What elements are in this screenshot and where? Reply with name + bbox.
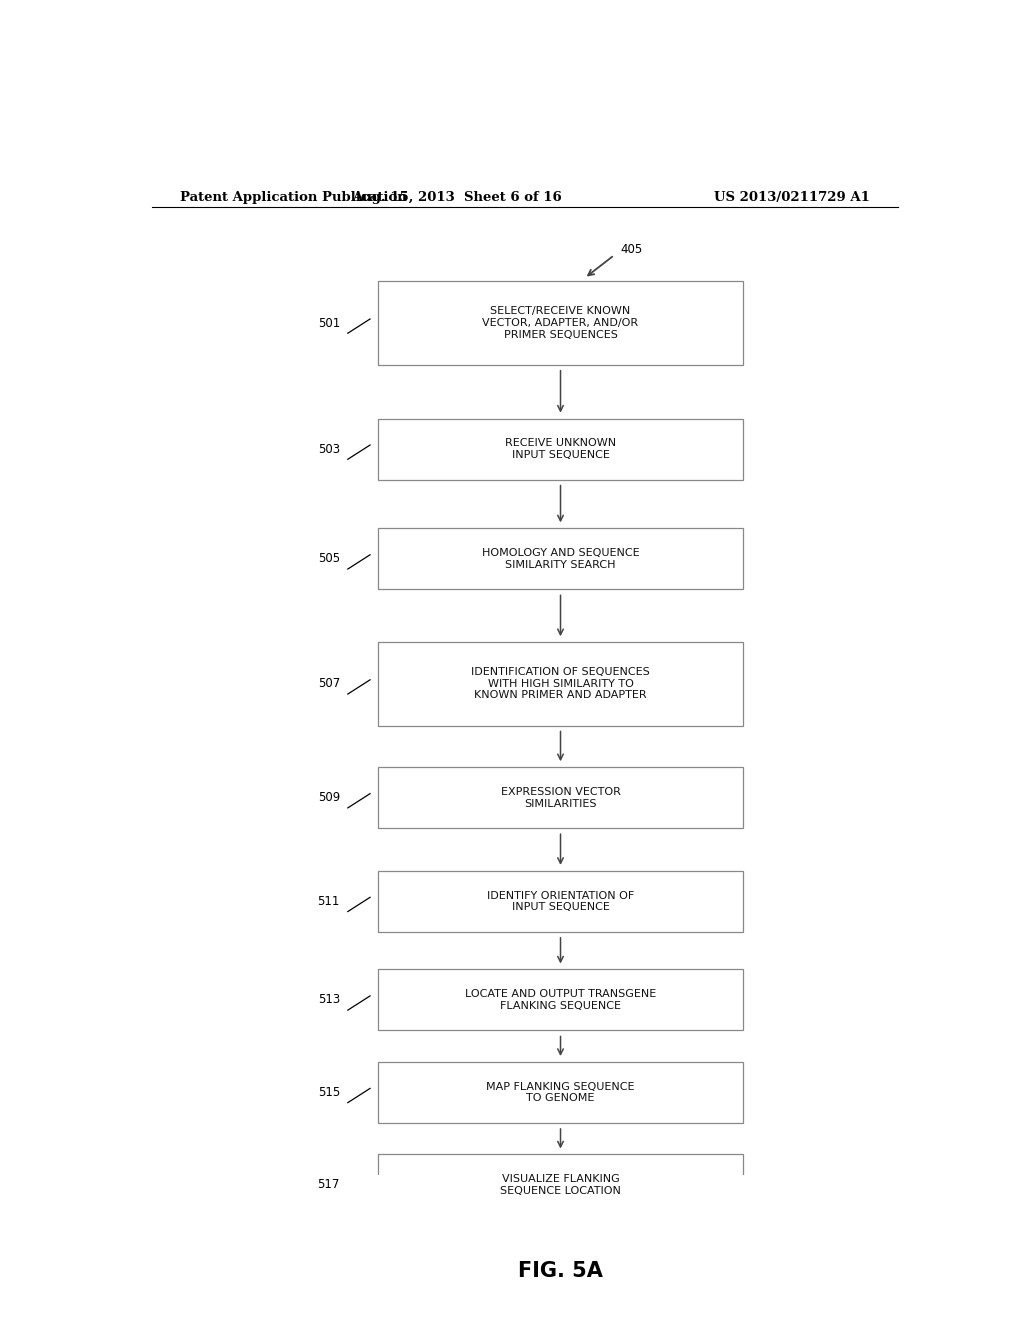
Text: 509: 509 bbox=[317, 791, 340, 804]
Text: 405: 405 bbox=[620, 243, 642, 256]
Text: Aug. 15, 2013  Sheet 6 of 16: Aug. 15, 2013 Sheet 6 of 16 bbox=[352, 190, 562, 203]
Text: 513: 513 bbox=[317, 994, 340, 1006]
Text: MAP FLANKING SEQUENCE
TO GENOME: MAP FLANKING SEQUENCE TO GENOME bbox=[486, 1081, 635, 1104]
Text: EXPRESSION VECTOR
SIMILARITIES: EXPRESSION VECTOR SIMILARITIES bbox=[501, 787, 621, 809]
Text: 507: 507 bbox=[317, 677, 340, 690]
Text: 503: 503 bbox=[317, 442, 340, 455]
Text: VISUALIZE FLANKING
SEQUENCE LOCATION: VISUALIZE FLANKING SEQUENCE LOCATION bbox=[500, 1175, 621, 1196]
Bar bbox=[378, 767, 743, 828]
Text: Patent Application Publication: Patent Application Publication bbox=[179, 190, 407, 203]
Text: 511: 511 bbox=[317, 895, 340, 908]
Text: 517: 517 bbox=[317, 1179, 340, 1192]
Bar bbox=[378, 969, 743, 1031]
Text: LOCATE AND OUTPUT TRANSGENE
FLANKING SEQUENCE: LOCATE AND OUTPUT TRANSGENE FLANKING SEQ… bbox=[465, 989, 656, 1011]
Text: SELECT/RECEIVE KNOWN
VECTOR, ADAPTER, AND/OR
PRIMER SEQUENCES: SELECT/RECEIVE KNOWN VECTOR, ADAPTER, AN… bbox=[482, 306, 639, 339]
Bar bbox=[378, 418, 743, 479]
Text: 501: 501 bbox=[317, 317, 340, 330]
Bar bbox=[378, 281, 743, 364]
Text: HOMOLOGY AND SEQUENCE
SIMILARITY SEARCH: HOMOLOGY AND SEQUENCE SIMILARITY SEARCH bbox=[481, 548, 639, 570]
Text: 515: 515 bbox=[317, 1086, 340, 1100]
Bar bbox=[378, 871, 743, 932]
Bar bbox=[378, 643, 743, 726]
Text: 505: 505 bbox=[317, 552, 340, 565]
Bar bbox=[378, 1155, 743, 1216]
Text: RECEIVE UNKNOWN
INPUT SEQUENCE: RECEIVE UNKNOWN INPUT SEQUENCE bbox=[505, 438, 616, 459]
Text: US 2013/0211729 A1: US 2013/0211729 A1 bbox=[714, 190, 870, 203]
Text: FIG. 5A: FIG. 5A bbox=[518, 1262, 603, 1282]
Text: IDENTIFICATION OF SEQUENCES
WITH HIGH SIMILARITY TO
KNOWN PRIMER AND ADAPTER: IDENTIFICATION OF SEQUENCES WITH HIGH SI… bbox=[471, 668, 650, 701]
Text: IDENTIFY ORIENTATION OF
INPUT SEQUENCE: IDENTIFY ORIENTATION OF INPUT SEQUENCE bbox=[486, 891, 634, 912]
Bar bbox=[378, 528, 743, 589]
Bar bbox=[378, 1063, 743, 1123]
